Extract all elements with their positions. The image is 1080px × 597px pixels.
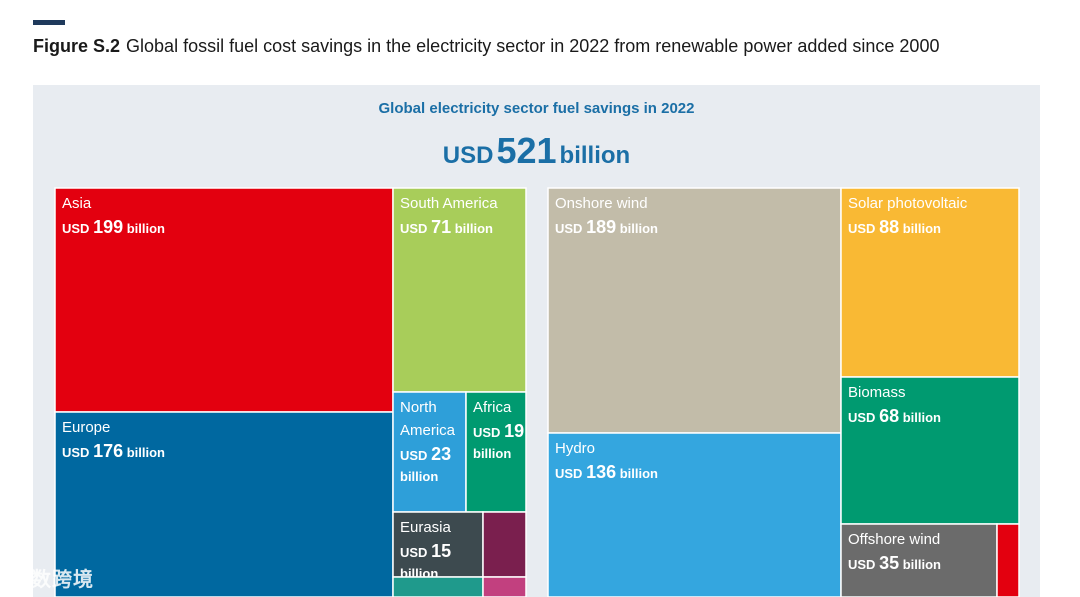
treemap-label-hydro: Hydro	[555, 440, 595, 457]
treemap-label-north-america: North America	[400, 399, 456, 439]
treemap-label-onshore-wind: Onshore wind	[555, 195, 648, 212]
treemap-rect-unlabeled-1-5	[996, 523, 1020, 597]
title-accent-bar	[33, 20, 65, 25]
watermark-text: 大数跨境	[10, 569, 94, 591]
treemap-rect-offshore-wind	[840, 523, 998, 597]
treemap-cell-hydro: Hydro USD 136 billion	[547, 432, 842, 597]
treemap-label-africa: Africa	[473, 399, 512, 416]
treemap-rect-solar-photovoltaic	[840, 187, 1020, 378]
treemap-rect-asia	[54, 187, 394, 413]
treemap-cell-north-america: North America USD 23 billion	[392, 391, 467, 513]
treemap-cell-europe: Europe USD 176 billion	[54, 411, 394, 597]
total-currency: USD	[442, 142, 494, 169]
treemap-value-biomass: USD 68 billion	[848, 406, 941, 426]
treemap-cell-africa: Africa USD 19 billion	[465, 391, 527, 513]
total-value: 521	[496, 130, 557, 171]
treemap-cell-asia: Asia USD 199 billion	[54, 187, 394, 413]
treemap-unit-africa: billion	[473, 446, 511, 461]
treemap-rect-africa	[465, 391, 527, 513]
treemap-value-eurasia: USD 15	[400, 541, 451, 561]
treemap-label-europe: Europe	[62, 419, 110, 436]
treemap-rect-unlabeled-0-8	[482, 576, 527, 597]
treemap-label-offshore-wind: Offshore wind	[848, 531, 940, 548]
treemap-label-asia: Asia	[62, 195, 92, 212]
treemap-rect-europe	[54, 411, 394, 597]
treemap-value-africa: USD 19	[473, 421, 524, 441]
treemap-rect-south-america	[392, 187, 527, 393]
treemap-value-hydro: USD 136 billion	[555, 462, 658, 482]
treemap-label-eurasia: Eurasia	[400, 519, 452, 536]
figure-caption: Global fossil fuel cost savings in the e…	[126, 36, 940, 56]
figure-title: Figure S.2 Global fossil fuel cost saving…	[33, 36, 939, 57]
treemap-rect-biomass	[840, 376, 1020, 525]
treemap-value-north-america: USD 23	[400, 444, 451, 464]
treemap-value-solar-photovoltaic: USD 88 billion	[848, 217, 941, 237]
treemap-unit-north-america: billion	[400, 469, 438, 484]
treemap-cell-onshore-wind: Onshore wind USD 189 billion	[547, 187, 842, 434]
treemap-cell-unlabeled-1-5	[996, 523, 1020, 597]
treemap-value-onshore-wind: USD 189 billion	[555, 217, 658, 237]
treemap-cell-unlabeled-0-7	[392, 576, 484, 597]
treemap-rect-unlabeled-0-7	[392, 576, 484, 597]
treemap-label-south-america: South America	[400, 195, 498, 212]
treemap-rect-hydro	[547, 432, 842, 597]
treemap-rect-unlabeled-0-6	[482, 511, 527, 578]
treemap-cell-biomass: Biomass USD 68 billion	[840, 376, 1020, 525]
treemap-cell-unlabeled-0-6	[482, 511, 527, 578]
treemap-value-asia: USD 199 billion	[62, 217, 165, 237]
treemap-label-biomass: Biomass	[848, 384, 906, 401]
treemap-cell-south-america: South America USD 71 billion	[392, 187, 527, 393]
treemap-value-europe: USD 176 billion	[62, 441, 165, 461]
treemap-label-solar-photovoltaic: Solar photovoltaic	[848, 195, 968, 212]
treemap-cell-unlabeled-0-8	[482, 576, 527, 597]
treemap-cell-solar-photovoltaic: Solar photovoltaic USD 88 billion	[840, 187, 1020, 378]
figure-label: Figure S.2	[33, 36, 121, 56]
treemap-value-south-america: USD 71 billion	[400, 217, 493, 237]
total-unit: billion	[559, 142, 631, 169]
treemap-rect-eurasia	[392, 511, 484, 578]
chart-subtitle: Global electricity sector fuel savings i…	[378, 100, 695, 117]
treemap-value-offshore-wind: USD 35 billion	[848, 553, 941, 573]
total-savings: USD521 billion	[0, 130, 1073, 172]
treemap-cell-offshore-wind: Offshore wind USD 35 billion	[840, 523, 998, 597]
